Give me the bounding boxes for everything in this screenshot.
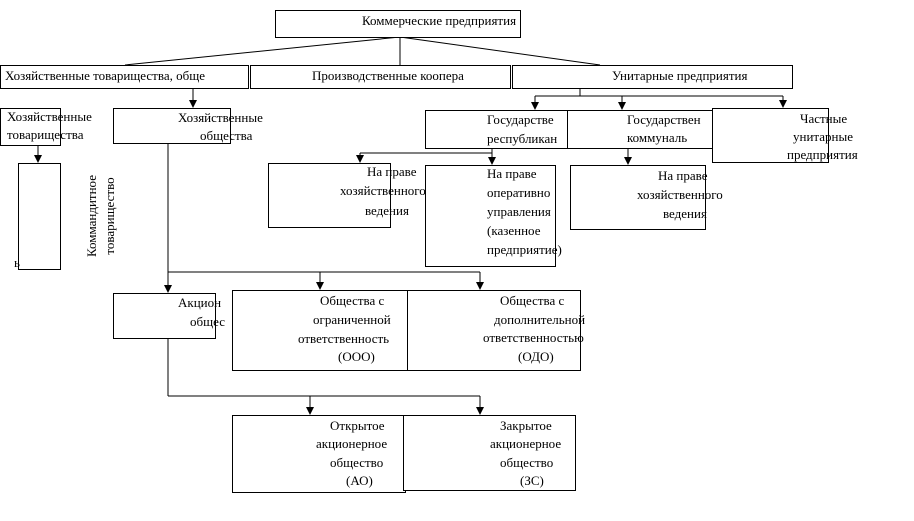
node-label: Хозяйственные товарищества, обще <box>5 68 205 83</box>
node-label: Общества с <box>320 293 385 308</box>
node-label: товарищества <box>7 127 84 142</box>
node-box <box>0 108 61 146</box>
node-label: ь <box>14 255 20 270</box>
node-label: Унитарные предприятия <box>612 68 747 83</box>
node-label: общество <box>500 455 553 470</box>
node-label: Акцион <box>178 295 221 310</box>
node-box <box>18 163 61 270</box>
connectors <box>34 36 787 415</box>
node-box <box>0 65 249 89</box>
node-label: Закрытое <box>500 418 552 433</box>
node-box <box>425 110 568 149</box>
node-box <box>113 293 216 339</box>
node-label: ответственность <box>298 331 389 346</box>
node-label: Государствен <box>627 112 701 127</box>
node-label: (ОДО) <box>518 349 554 364</box>
node-label: На праве <box>367 164 417 179</box>
node-label: Производственные коопера <box>312 68 464 83</box>
node-label: акционерное <box>490 436 561 451</box>
node-label: ведения <box>663 206 707 221</box>
node-label: Коммандитное <box>84 175 99 257</box>
node-box <box>570 165 706 230</box>
node-label: Открытое <box>330 418 385 433</box>
node-label: коммуналь <box>627 130 687 145</box>
node-label: (ООО) <box>338 349 375 364</box>
node-label: общества <box>200 128 253 143</box>
node-label: ведения <box>365 203 409 218</box>
node-box <box>268 163 391 228</box>
node-label: ограниченной <box>313 312 391 327</box>
node-label: (казенное <box>487 223 541 238</box>
node-label: (ЗС) <box>520 473 544 488</box>
node-box <box>407 290 581 371</box>
node-label: На праве <box>658 168 708 183</box>
node-label: управления <box>487 204 551 219</box>
node-label: Общества с <box>500 293 565 308</box>
node-label: На праве <box>487 166 537 181</box>
node-label: предприятие) <box>487 242 562 257</box>
node-label: Хозяйственные <box>178 110 263 125</box>
node-label: унитарные <box>793 129 853 144</box>
node-label: ответственностью <box>483 330 584 345</box>
node-label: хозяйственного <box>637 187 723 202</box>
node-box <box>232 290 408 371</box>
node-label: товарищество <box>102 177 117 254</box>
node-label: общество <box>330 455 383 470</box>
node-label: акционерное <box>316 436 387 451</box>
node-label: Частные <box>800 111 847 126</box>
node-label: Хозяйственные <box>7 109 92 124</box>
node-box <box>712 108 829 163</box>
node-box <box>275 10 521 38</box>
node-label: предприятия <box>787 147 858 162</box>
node-label: дополнительной <box>494 312 585 327</box>
node-label: республикан <box>487 131 557 146</box>
node-label: общес <box>190 314 225 329</box>
node-label: Коммерческие предприятия <box>362 13 516 28</box>
node-box <box>567 110 718 149</box>
node-label: оперативно <box>487 185 550 200</box>
node-box <box>250 65 511 89</box>
node-box <box>403 415 576 491</box>
node-label: хозяйственного <box>340 183 426 198</box>
node-box <box>113 108 231 144</box>
node-box <box>512 65 793 89</box>
node-label: Государстве <box>487 112 554 127</box>
node-label: (АО) <box>346 473 373 488</box>
node-box <box>425 165 556 267</box>
